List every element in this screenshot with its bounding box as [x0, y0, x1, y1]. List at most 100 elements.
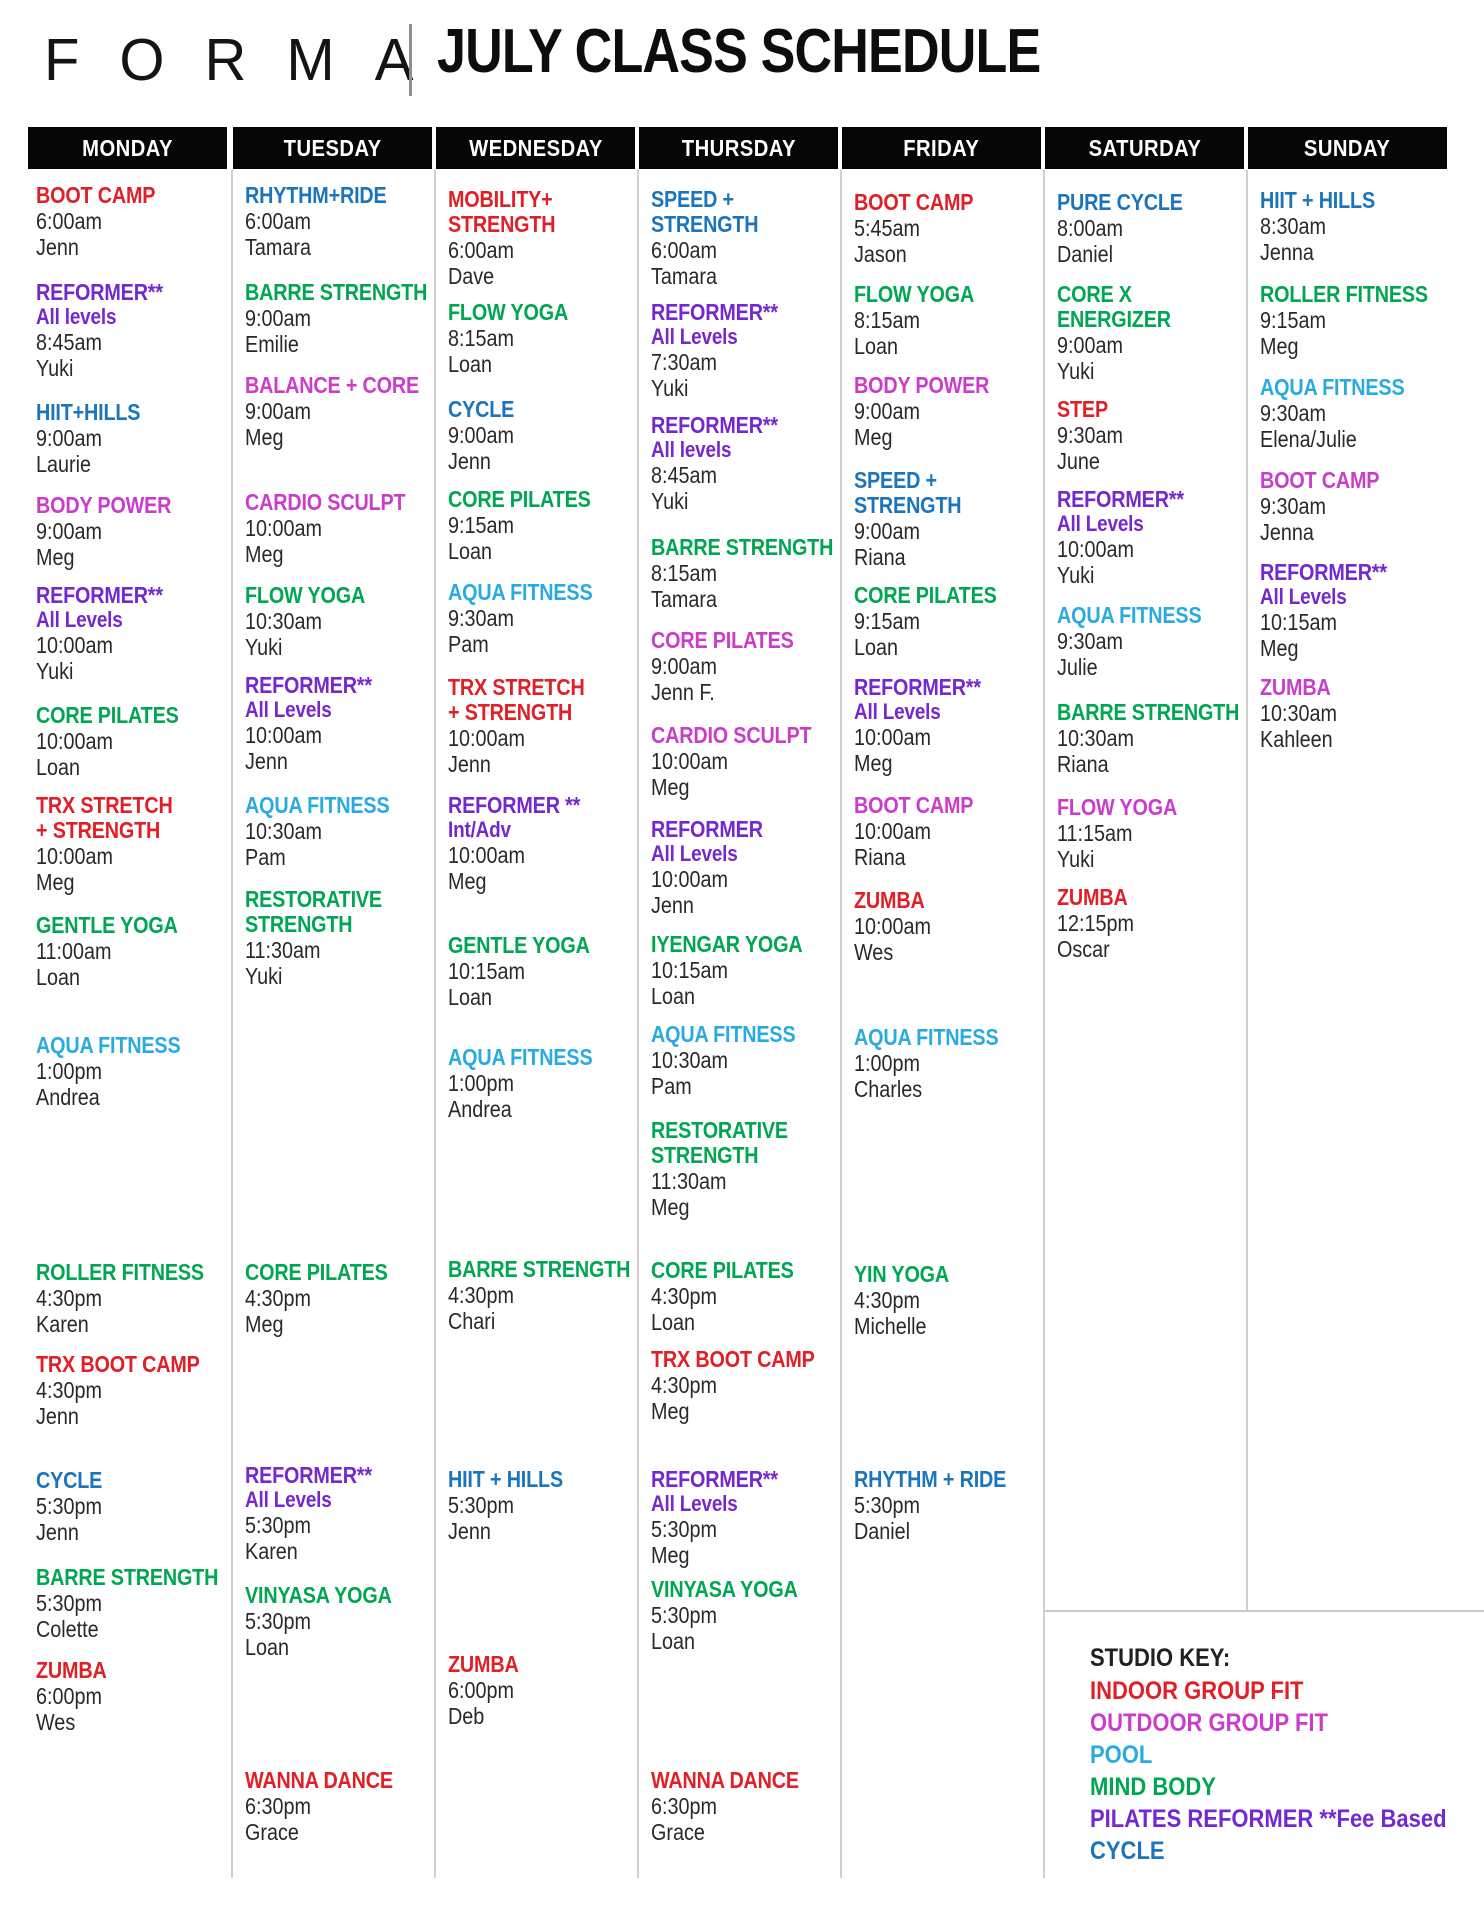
- class-time: 9:30am: [1057, 422, 1123, 448]
- class-instructor: Loan: [854, 333, 899, 359]
- class-title: BODY POWER: [854, 372, 990, 398]
- class-entry: ZUMBA 12:15pm Oscar: [1057, 884, 1262, 963]
- class-entry: ZUMBA 6:00pm Wes: [36, 1658, 241, 1736]
- class-entry: CARDIO SCULPT 10:00am Meg: [245, 490, 450, 568]
- class-instructor: Elena/Julie: [1260, 426, 1357, 452]
- class-instructor: Yuki: [36, 355, 74, 381]
- class-time: 9:00am: [448, 422, 514, 448]
- class-time: 4:30pm: [448, 1282, 514, 1308]
- class-title: CYCLE: [448, 396, 515, 422]
- class-time: 8:45am: [36, 329, 102, 355]
- class-instructor: Riana: [854, 544, 906, 570]
- class-time: 9:00am: [245, 398, 311, 424]
- class-level: All Levels: [1260, 584, 1347, 609]
- class-title: GENTLE YOGA: [448, 932, 590, 958]
- class-entry: BARRE STRENGTH 8:15am Tamara: [651, 535, 856, 613]
- class-entry: CORE PILATES 4:30pm Loan: [651, 1258, 856, 1336]
- class-title: HIIT + HILLS: [1260, 187, 1375, 213]
- class-instructor: Deb: [448, 1703, 485, 1729]
- class-level: All Levels: [854, 699, 941, 724]
- class-title: BOOT CAMP: [36, 182, 156, 208]
- class-instructor: Tamara: [651, 263, 717, 289]
- class-instructor: Michelle: [854, 1313, 927, 1339]
- class-title: BARRE STRENGTH: [36, 1564, 219, 1590]
- class-instructor: Loan: [245, 1634, 290, 1660]
- day-header-tuesday: TUESDAY: [233, 127, 432, 169]
- class-time: 4:30pm: [36, 1285, 102, 1311]
- class-title: IYENGAR YOGA: [651, 931, 803, 957]
- class-entry: RESTORATIVE STRENGTH 11:30am Yuki: [245, 887, 450, 990]
- class-instructor: Tamara: [245, 234, 311, 260]
- class-title: FLOW YOGA: [448, 299, 569, 325]
- class-instructor: Meg: [651, 1194, 690, 1220]
- class-instructor: Meg: [36, 869, 75, 895]
- class-instructor: Andrea: [448, 1096, 512, 1122]
- class-title: BARRE STRENGTH: [1057, 699, 1240, 725]
- class-entry: TRX BOOT CAMP 4:30pm Jenn: [36, 1351, 241, 1430]
- class-entry: TRX BOOT CAMP 4:30pm Meg: [651, 1347, 856, 1425]
- class-time: 10:30am: [1260, 700, 1337, 726]
- class-title: BARRE STRENGTH: [245, 279, 428, 305]
- class-instructor: Meg: [448, 868, 487, 894]
- class-entry: REFORMER** All Levels 10:00am Meg: [854, 675, 1059, 777]
- class-title: BOOT CAMP: [854, 189, 974, 215]
- class-level: Int/Adv: [448, 817, 511, 842]
- class-title: TRX STRETCH + STRENGTH: [448, 674, 585, 725]
- day-header-label: SATURDAY: [1088, 134, 1201, 161]
- class-title: CARDIO SCULPT: [651, 722, 812, 748]
- class-instructor: Jenn: [36, 1519, 79, 1545]
- class-time: 10:15am: [1260, 609, 1337, 635]
- column-divider: [840, 170, 842, 1878]
- class-title: TRX BOOT CAMP: [36, 1351, 200, 1377]
- class-entry: REFORMER** All levels 8:45am Yuki: [36, 280, 241, 382]
- column-divider: [637, 170, 639, 1878]
- class-time: 9:30am: [1057, 628, 1123, 654]
- day-header-monday: MONDAY: [28, 127, 227, 169]
- class-title: AQUA FITNESS: [448, 1044, 593, 1070]
- class-instructor: Jenna: [1260, 519, 1314, 545]
- class-title: ZUMBA: [854, 887, 925, 913]
- class-time: 9:30am: [448, 605, 514, 631]
- class-time: 5:30pm: [651, 1602, 717, 1628]
- class-time: 10:00am: [36, 632, 113, 658]
- class-entry: REFORMER All Levels 10:00am Jenn: [651, 817, 856, 919]
- class-time: 5:30pm: [245, 1608, 311, 1634]
- class-instructor: Pam: [448, 631, 489, 657]
- class-title: ZUMBA: [1057, 884, 1128, 910]
- class-title: SPEED + STRENGTH: [854, 467, 962, 518]
- forma-logo: FORMA: [44, 27, 454, 94]
- class-title: YIN YOGA: [854, 1261, 949, 1287]
- class-entry: VINYASA YOGA 5:30pm Loan: [651, 1577, 856, 1655]
- class-title: CORE PILATES: [448, 486, 591, 512]
- class-time: 10:00am: [36, 728, 113, 754]
- class-instructor: Yuki: [36, 658, 74, 684]
- class-instructor: Wes: [36, 1709, 76, 1735]
- class-entry: HIIT + HILLS 5:30pm Jenn: [448, 1467, 653, 1545]
- class-time: 10:00am: [651, 748, 728, 774]
- class-instructor: Karen: [36, 1311, 89, 1337]
- class-instructor: Julie: [1057, 654, 1098, 680]
- class-title: REFORMER**: [36, 582, 163, 608]
- class-title: REFORMER **: [448, 792, 581, 818]
- class-title: AQUA FITNESS: [245, 792, 390, 818]
- class-title: HIIT+HILLS: [36, 399, 141, 425]
- class-entry: FLOW YOGA 8:15am Loan: [854, 282, 1059, 360]
- class-entry: FLOW YOGA 10:30am Yuki: [245, 583, 450, 661]
- class-title: BOOT CAMP: [1260, 467, 1380, 493]
- column-divider: [1043, 170, 1045, 1878]
- class-level: All Levels: [245, 697, 332, 722]
- class-entry: TRX STRETCH + STRENGTH 10:00am Jenn: [448, 674, 653, 778]
- class-title: ZUMBA: [448, 1651, 519, 1677]
- class-time: 9:30am: [1260, 493, 1326, 519]
- class-time: 4:30pm: [651, 1372, 717, 1398]
- class-entry: BODY POWER 9:00am Meg: [854, 372, 1059, 451]
- class-instructor: Yuki: [1057, 562, 1095, 588]
- class-entry: BARRE STRENGTH 9:00am Emilie: [245, 279, 450, 358]
- class-entry: RHYTHM+RIDE 6:00am Tamara: [245, 183, 450, 261]
- class-instructor: Riana: [854, 844, 906, 870]
- class-entry: AQUA FITNESS 1:00pm Andrea: [448, 1044, 653, 1123]
- class-instructor: Jenn: [448, 751, 491, 777]
- class-instructor: Meg: [651, 1542, 690, 1568]
- class-instructor: Meg: [651, 1398, 690, 1424]
